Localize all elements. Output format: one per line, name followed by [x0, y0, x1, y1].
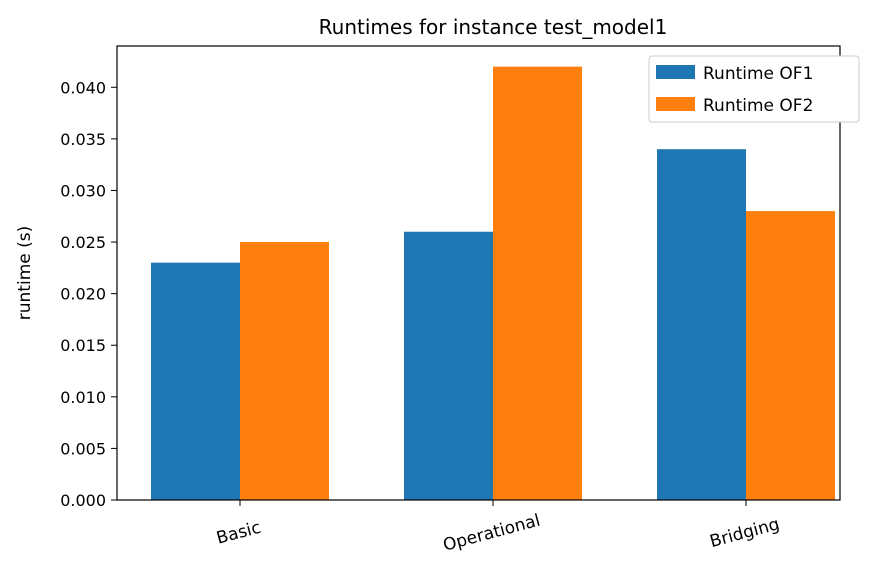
y-tick-label: 0.025 [60, 233, 106, 252]
plot-frame [116, 45, 841, 501]
y-tick-label: 0.015 [60, 336, 106, 355]
legend-swatch-of2 [656, 97, 695, 111]
bar-runtime-of2-operational [493, 66, 582, 501]
y-tick-label: 0.020 [60, 285, 106, 304]
bars-layer [151, 66, 835, 501]
legend-box [648, 55, 860, 123]
legend-swatch-of1 [656, 65, 695, 79]
bar-runtime-of1-operational [404, 231, 493, 500]
y-tick-label: 0.005 [60, 439, 106, 458]
bar-runtime-of1-bridging [657, 149, 746, 500]
y-tick-label: 0.035 [60, 130, 106, 149]
bar-runtime-of2-bridging [746, 211, 835, 500]
y-tick-label: 0.040 [60, 78, 106, 97]
y-axis-label: runtime (s) [15, 226, 35, 320]
y-axis-ticks: 0.000 0.005 0.010 0.015 0.020 0.025 0.030 0.035… [60, 78, 117, 510]
y-tick-label: 0.000 [60, 491, 106, 510]
bar-runtime-of2-basic [240, 242, 329, 500]
y-tick-label: 0.030 [60, 181, 106, 200]
legend-label-of2: Runtime OF2 [703, 96, 813, 116]
chart-title: Runtimes for instance test_model1 [319, 15, 668, 39]
bar-runtime-of1-basic [151, 262, 240, 500]
y-tick-label: 0.010 [60, 388, 106, 407]
legend-label-of1: Runtime OF1 [703, 64, 813, 84]
legend: Runtime OF1 Runtime OF2 [648, 55, 860, 123]
